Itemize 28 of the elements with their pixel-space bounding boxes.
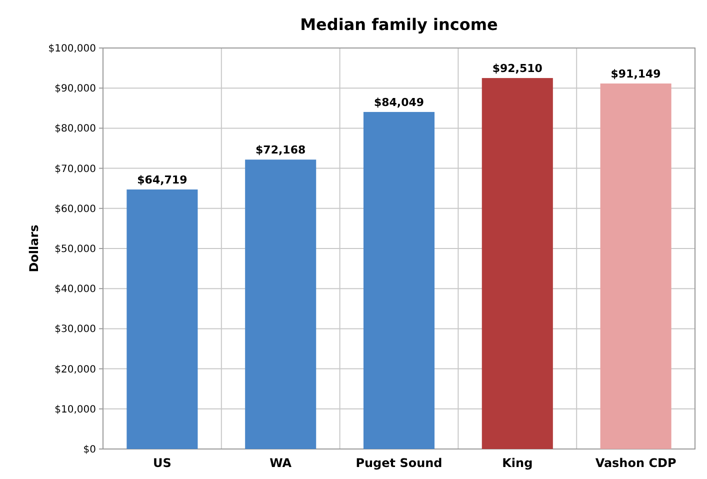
data-label: $91,149: [610, 67, 661, 80]
y-tick-label: $20,000: [54, 364, 96, 376]
y-tick-label: $80,000: [54, 124, 96, 135]
y-tick-label: $0: [83, 444, 96, 456]
y-tick-label: $10,000: [54, 404, 96, 416]
y-tick-label: $40,000: [54, 284, 96, 296]
data-label: $92,510: [492, 62, 543, 76]
y-axis-title: Dollars: [27, 224, 41, 272]
bar: [600, 83, 672, 449]
x-tick-label: WA: [270, 456, 292, 470]
y-tick-label: $70,000: [54, 164, 96, 175]
y-tick-label: $50,000: [54, 244, 96, 255]
bar: [482, 78, 553, 449]
data-label: $84,049: [374, 96, 424, 109]
x-tick-label: Puget Sound: [356, 456, 442, 470]
bar: [363, 112, 435, 449]
y-tick-label: $100,000: [48, 44, 96, 54]
x-tick-label: US: [153, 456, 172, 470]
y-tick-label: $90,000: [54, 84, 96, 95]
data-label: $72,168: [256, 144, 306, 157]
x-tick-label: Vashon CDP: [595, 456, 676, 470]
bar: [245, 160, 316, 449]
x-tick-label: King: [502, 456, 533, 470]
data-label: $64,719: [137, 173, 188, 186]
y-tick-label: $30,000: [54, 324, 96, 336]
y-tick-label: $60,000: [54, 204, 96, 215]
chart-title: Median family income: [300, 15, 498, 34]
bar: [126, 189, 198, 449]
